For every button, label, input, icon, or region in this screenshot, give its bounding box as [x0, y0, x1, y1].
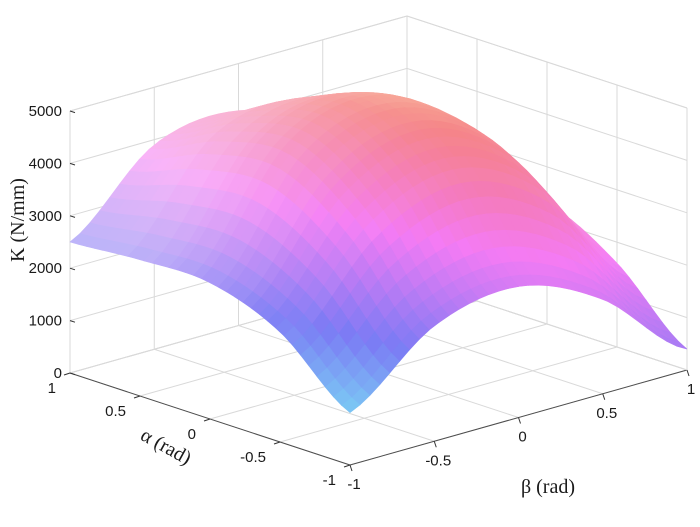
surface-patch — [341, 397, 361, 413]
y-tick-mark — [133, 395, 141, 399]
x-tick-mark — [602, 393, 606, 400]
z-tick-mark — [69, 162, 76, 166]
z-axis-label: K (N/mm) — [7, 178, 29, 262]
x-tick-label: 0.5 — [596, 405, 617, 422]
z-tick-mark — [69, 267, 76, 271]
y-tick-label: 0.5 — [105, 403, 126, 420]
z-tick-mark — [69, 372, 76, 376]
axes-box-edge — [406, 15, 688, 109]
z-tick-mark — [69, 215, 76, 218]
x-tick-mark — [518, 417, 521, 424]
z-tick-label: 1000 — [29, 313, 62, 330]
x-tick-label: -0.5 — [425, 452, 451, 469]
z-tick-label: 3000 — [29, 208, 62, 225]
y-tick-label: 0 — [188, 426, 196, 443]
z-tick-label: 2000 — [29, 260, 62, 277]
y-tick-mark — [63, 372, 71, 376]
y-tick-label: 1 — [48, 380, 56, 397]
x-tick-label: -1 — [347, 476, 360, 493]
x-tick-label: 0 — [518, 429, 526, 446]
y-axis-label: α (rad) — [137, 424, 195, 470]
x-tick-mark — [349, 464, 353, 472]
y-tick-label: -1 — [323, 472, 336, 489]
axes-box-edge — [69, 15, 408, 112]
y-tick-mark — [273, 441, 281, 445]
z-tick-mark — [69, 320, 76, 323]
z-tick-label: 5000 — [29, 103, 62, 120]
y-tick-mark — [203, 418, 211, 422]
z-tick-label: 0 — [54, 365, 62, 382]
x-tick-mark — [686, 369, 690, 377]
y-tick-label: -0.5 — [240, 449, 266, 466]
y-tick-mark — [343, 464, 351, 468]
z-tick-label: 4000 — [29, 155, 62, 172]
surface-mesh — [69, 91, 688, 413]
z-tick-mark — [69, 110, 76, 114]
axis-ticks: 0 1000 2000 3000 4000 5000 -1 -0.5 0 0.5 1 -1 -0.5 0 0… — [29, 103, 696, 493]
x-tick-mark — [433, 441, 437, 448]
x-tick-label: 1 — [687, 381, 695, 398]
x-axis-label: β (rad) — [521, 476, 575, 498]
